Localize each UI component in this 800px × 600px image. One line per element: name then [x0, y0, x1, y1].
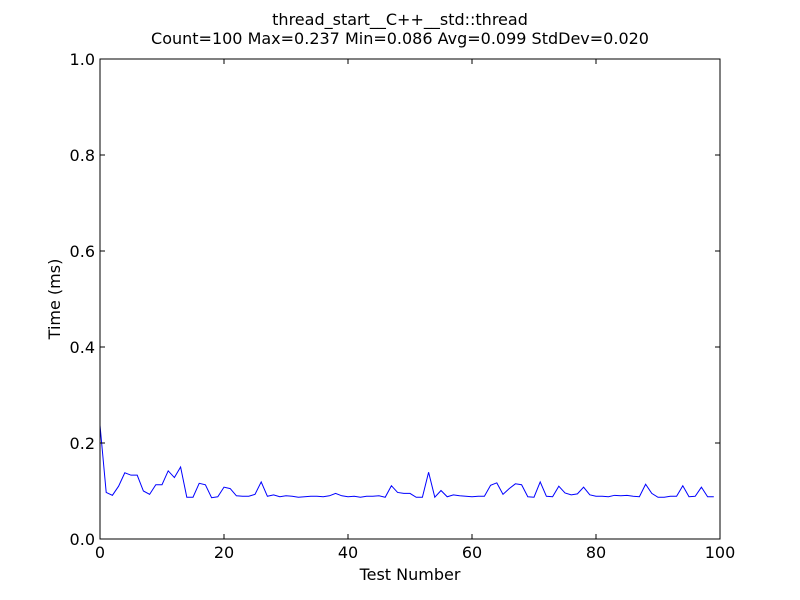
x-axis-label: Test Number — [359, 565, 461, 584]
x-tick-label: 100 — [705, 543, 736, 562]
x-tick-label: 40 — [338, 543, 358, 562]
chart-title: thread_start__C++__std::thread — [272, 10, 528, 30]
y-tick-label: 0.0 — [70, 530, 95, 549]
y-tick-label: 0.2 — [70, 434, 95, 453]
y-tick-label: 0.8 — [70, 146, 95, 165]
x-tick-label: 20 — [214, 543, 234, 562]
x-tick-label: 0 — [95, 543, 105, 562]
y-tick-label: 0.6 — [70, 242, 95, 261]
chart-subtitle: Count=100 Max=0.237 Min=0.086 Avg=0.099 … — [151, 29, 649, 48]
plot-frame — [99, 58, 721, 540]
plot-area: 0 20 40 60 80 100 0.0 0.2 0.4 0.6 0.8 1.0 — [70, 50, 736, 562]
x-tick-label: 60 — [462, 543, 482, 562]
y-tick-label: 1.0 — [70, 50, 95, 69]
y-axis-label: Time (ms) — [45, 259, 64, 341]
y-tick-label: 0.4 — [70, 338, 95, 357]
series-line-0 — [99, 425, 714, 499]
x-tick-label: 80 — [586, 543, 606, 562]
